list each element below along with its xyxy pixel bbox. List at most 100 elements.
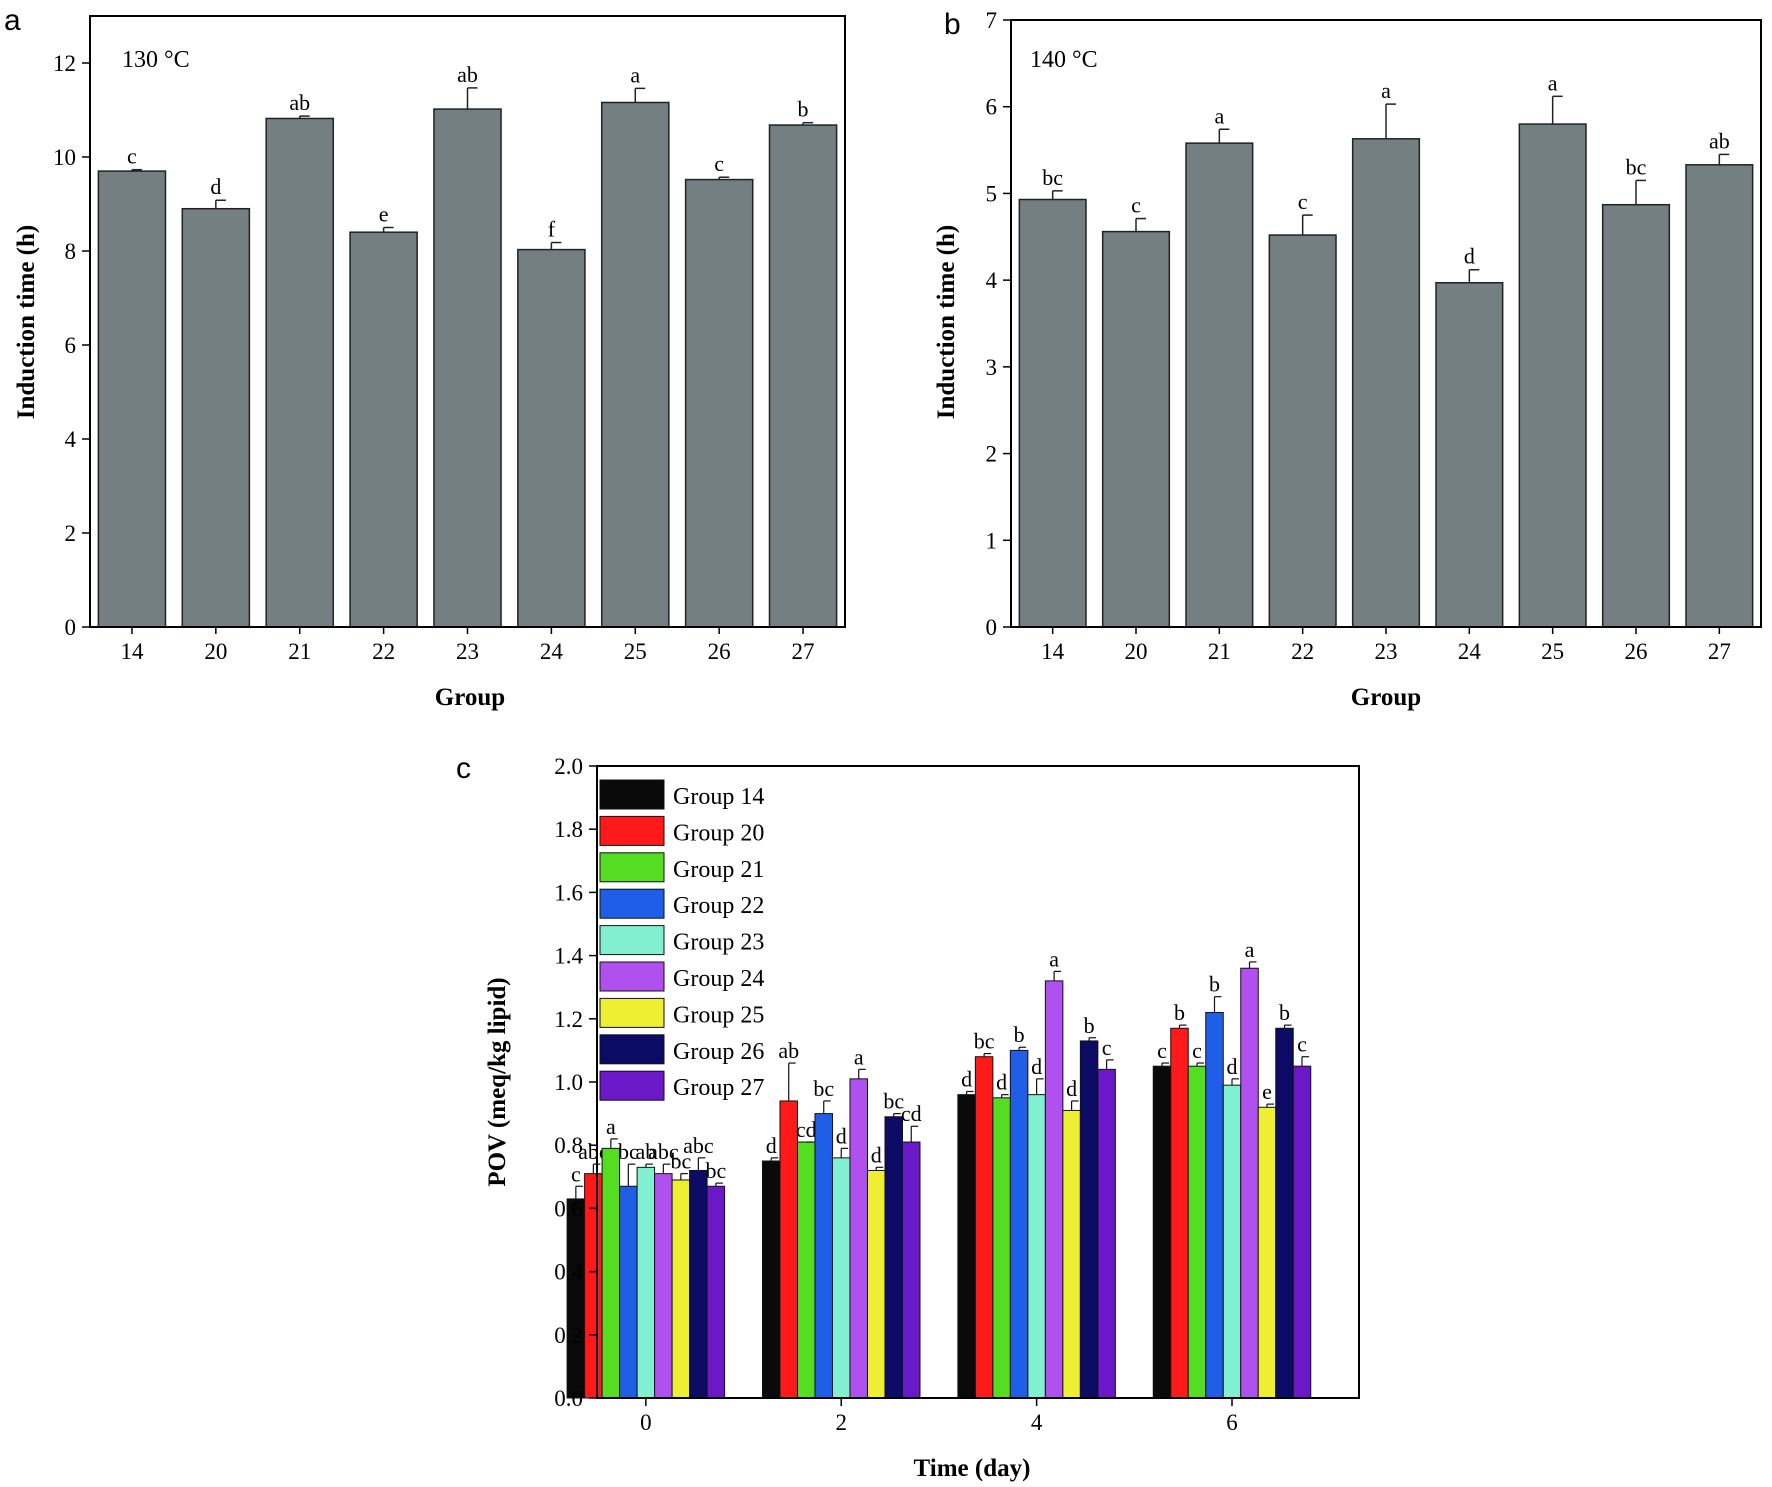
- panel-c-significance-label-group-21-day-6: c: [1192, 1038, 1202, 1063]
- panel-c-bar-group-24-day-0: [654, 1173, 673, 1399]
- panel-c-significance-label-group-22-day-4: b: [1014, 1022, 1025, 1047]
- panel-c-bar-group-24-day-4: [1044, 980, 1064, 1399]
- panel-c-significance-label-group-26-day-0: abc: [683, 1133, 714, 1158]
- panel-b-chart: b 140 °C Group Induction time (h) bc14c2…: [933, 8, 1762, 711]
- panel-c-significance-label-group-23-day-2: d: [836, 1123, 847, 1148]
- panel-a-x-tick-label-26: 26: [708, 639, 731, 664]
- panel-b-bar-27: [1685, 164, 1754, 628]
- panel-b-bar-23: [1351, 138, 1421, 628]
- panel-c-significance-label-group-21-day-2: cd: [796, 1117, 817, 1142]
- panel-c-chart: c Time (day) POV (meq/kg lipid) cabcabca…: [456, 752, 1360, 1482]
- panel-a-y-tick-label-6: 6: [65, 333, 77, 358]
- panel-c-bar-group-20-day-0: [584, 1173, 603, 1399]
- panel-c-legend-label-group-25: Group 25: [673, 1002, 764, 1028]
- panel-c-bar-group-26-day-2: [884, 1116, 903, 1399]
- panel-c-bar-group-26-day-6: [1275, 1027, 1294, 1399]
- panel-c-significance-label-group-27-day-0: bc: [705, 1158, 726, 1183]
- panel-b-y-tick-label-4: 4: [986, 268, 998, 293]
- panel-b-x-tick-label-22: 22: [1291, 639, 1314, 664]
- panel-b-significance-label-20: c: [1131, 193, 1141, 218]
- panel-c-y-tick-label-1.4: 1.4: [554, 944, 583, 969]
- panel-c-x-tick-label-2: 2: [835, 1410, 847, 1435]
- panel-c-significance-label-group-27-day-4: c: [1102, 1035, 1112, 1060]
- panel-a-significance-label-26: c: [714, 151, 724, 176]
- panel-a-x-tick-label-14: 14: [120, 639, 144, 664]
- panel-a-bar-23: [433, 108, 502, 628]
- panel-a-significance-label-27: b: [798, 97, 809, 122]
- panel-c-y-tick-label-0.6: 0.6: [554, 1196, 583, 1221]
- panel-b-x-tick-label-24: 24: [1458, 639, 1482, 664]
- panel-b-y-tick-label-7: 7: [986, 8, 998, 33]
- panel-c-bar-group-26-day-4: [1079, 1040, 1099, 1399]
- panel-c-legend-label-group-21: Group 21: [673, 857, 764, 883]
- panel-c-significance-label-group-14-day-4: d: [961, 1066, 972, 1091]
- panel-c-bar-group-27-day-2: [901, 1141, 921, 1399]
- panel-b-x-tick-label-14: 14: [1041, 639, 1065, 664]
- panel-c-significance-label-group-23-day-0: ab: [635, 1139, 656, 1164]
- panel-c-significance-label-group-20-day-6: b: [1174, 1000, 1185, 1025]
- panel-c-y-tick-label-1.8: 1.8: [554, 817, 583, 842]
- panel-c-significance-label-group-24-day-6: a: [1245, 937, 1255, 962]
- panel-c-legend-label-group-26: Group 26: [673, 1039, 764, 1065]
- panel-b-letter: b: [944, 8, 961, 41]
- panel-c-significance-label-group-26-day-2: bc: [883, 1089, 904, 1114]
- panel-c-y-tick-label-0.2: 0.2: [554, 1323, 583, 1348]
- panel-c-letter: c: [456, 752, 471, 785]
- panel-b-y-tick-label-2: 2: [986, 442, 998, 467]
- panel-a-y-axis-title: Induction time (h): [13, 225, 40, 419]
- panel-a-y-tick-label-12: 12: [53, 51, 76, 76]
- panel-c-legend-swatch-group-26: [599, 1034, 665, 1065]
- panel-c-significance-label-group-22-day-2: bc: [813, 1076, 834, 1101]
- panel-c-significance-label-group-27-day-2: cd: [901, 1101, 922, 1126]
- panel-c-y-tick-label-1.2: 1.2: [554, 1007, 583, 1032]
- panel-a-x-tick-label-23: 23: [456, 639, 479, 664]
- panel-a-bar-26: [684, 178, 754, 628]
- panel-b-bar-25: [1518, 123, 1587, 628]
- panel-b-bar-26: [1601, 203, 1671, 628]
- panel-c-legend-swatch-group-21: [599, 852, 665, 883]
- panel-c-bar-group-25-day-6: [1257, 1106, 1277, 1399]
- panel-c-significance-label-group-25-day-0: bc: [670, 1149, 691, 1174]
- panel-b-y-tick-label-3: 3: [986, 355, 998, 380]
- panel-c-legend-swatch-group-25: [599, 997, 665, 1028]
- panel-c-bar-group-23-day-6: [1222, 1084, 1242, 1399]
- panel-a-x-axis-title: Group: [435, 684, 505, 711]
- panel-b-bar-14: [1018, 198, 1087, 628]
- panel-a-significance-label-14: c: [127, 144, 137, 169]
- panel-c-bar-group-20-day-4: [974, 1056, 994, 1399]
- panel-c-bar-group-20-day-2: [779, 1100, 798, 1399]
- panel-c-bar-group-14-day-6: [1152, 1065, 1172, 1399]
- panel-c-bar-group-22-day-6: [1205, 1011, 1224, 1399]
- panel-b-x-tick-label-26: 26: [1625, 639, 1648, 664]
- panel-c-significance-label-group-14-day-6: c: [1157, 1038, 1167, 1063]
- panel-c-significance-label-group-26-day-4: b: [1084, 1013, 1095, 1038]
- panel-c-significance-label-group-26-day-6: b: [1279, 1000, 1290, 1025]
- panel-c-legend-label-group-20: Group 20: [673, 820, 764, 846]
- panel-c-legend-label-group-27: Group 27: [673, 1075, 764, 1101]
- panel-c-significance-label-group-25-day-6: e: [1262, 1079, 1272, 1104]
- panel-a-x-tick-label-24: 24: [540, 639, 564, 664]
- panel-c-significance-label-group-24-day-2: a: [854, 1044, 864, 1069]
- panel-c-bar-group-20-day-6: [1170, 1027, 1189, 1399]
- panel-c-legend-label-group-14: Group 14: [673, 784, 764, 810]
- panel-a-y-tick-label-4: 4: [65, 427, 77, 452]
- panel-a-x-tick-label-25: 25: [624, 639, 647, 664]
- panel-c-y-tick-label-0.0: 0.0: [554, 1386, 583, 1411]
- panel-c-bar-group-22-day-4: [1009, 1049, 1029, 1399]
- panel-b-x-tick-label-20: 20: [1125, 639, 1148, 664]
- panel-c-bar-group-23-day-0: [636, 1166, 656, 1399]
- panel-a-y-tick-label-0: 0: [65, 615, 77, 640]
- panel-c-legend-label-group-23: Group 23: [673, 930, 764, 956]
- panel-b-bar-22: [1268, 234, 1337, 628]
- panel-a-bar-25: [600, 101, 670, 628]
- panel-c-significance-label-group-22-day-0: bc: [618, 1139, 639, 1164]
- panel-a-bar-21: [265, 117, 335, 628]
- panel-c-significance-label-group-14-day-2: d: [766, 1133, 777, 1158]
- panel-a-bar-14: [97, 170, 167, 628]
- panel-b-significance-label-26: bc: [1626, 154, 1647, 179]
- panel-a-x-tick-label-22: 22: [372, 639, 395, 664]
- panel-c-legend-swatch-group-22: [599, 888, 665, 919]
- panel-b-x-tick-label-25: 25: [1541, 639, 1564, 664]
- panel-c-bar-group-25-day-4: [1062, 1109, 1081, 1399]
- panel-c-x-tick-label-6: 6: [1226, 1410, 1238, 1435]
